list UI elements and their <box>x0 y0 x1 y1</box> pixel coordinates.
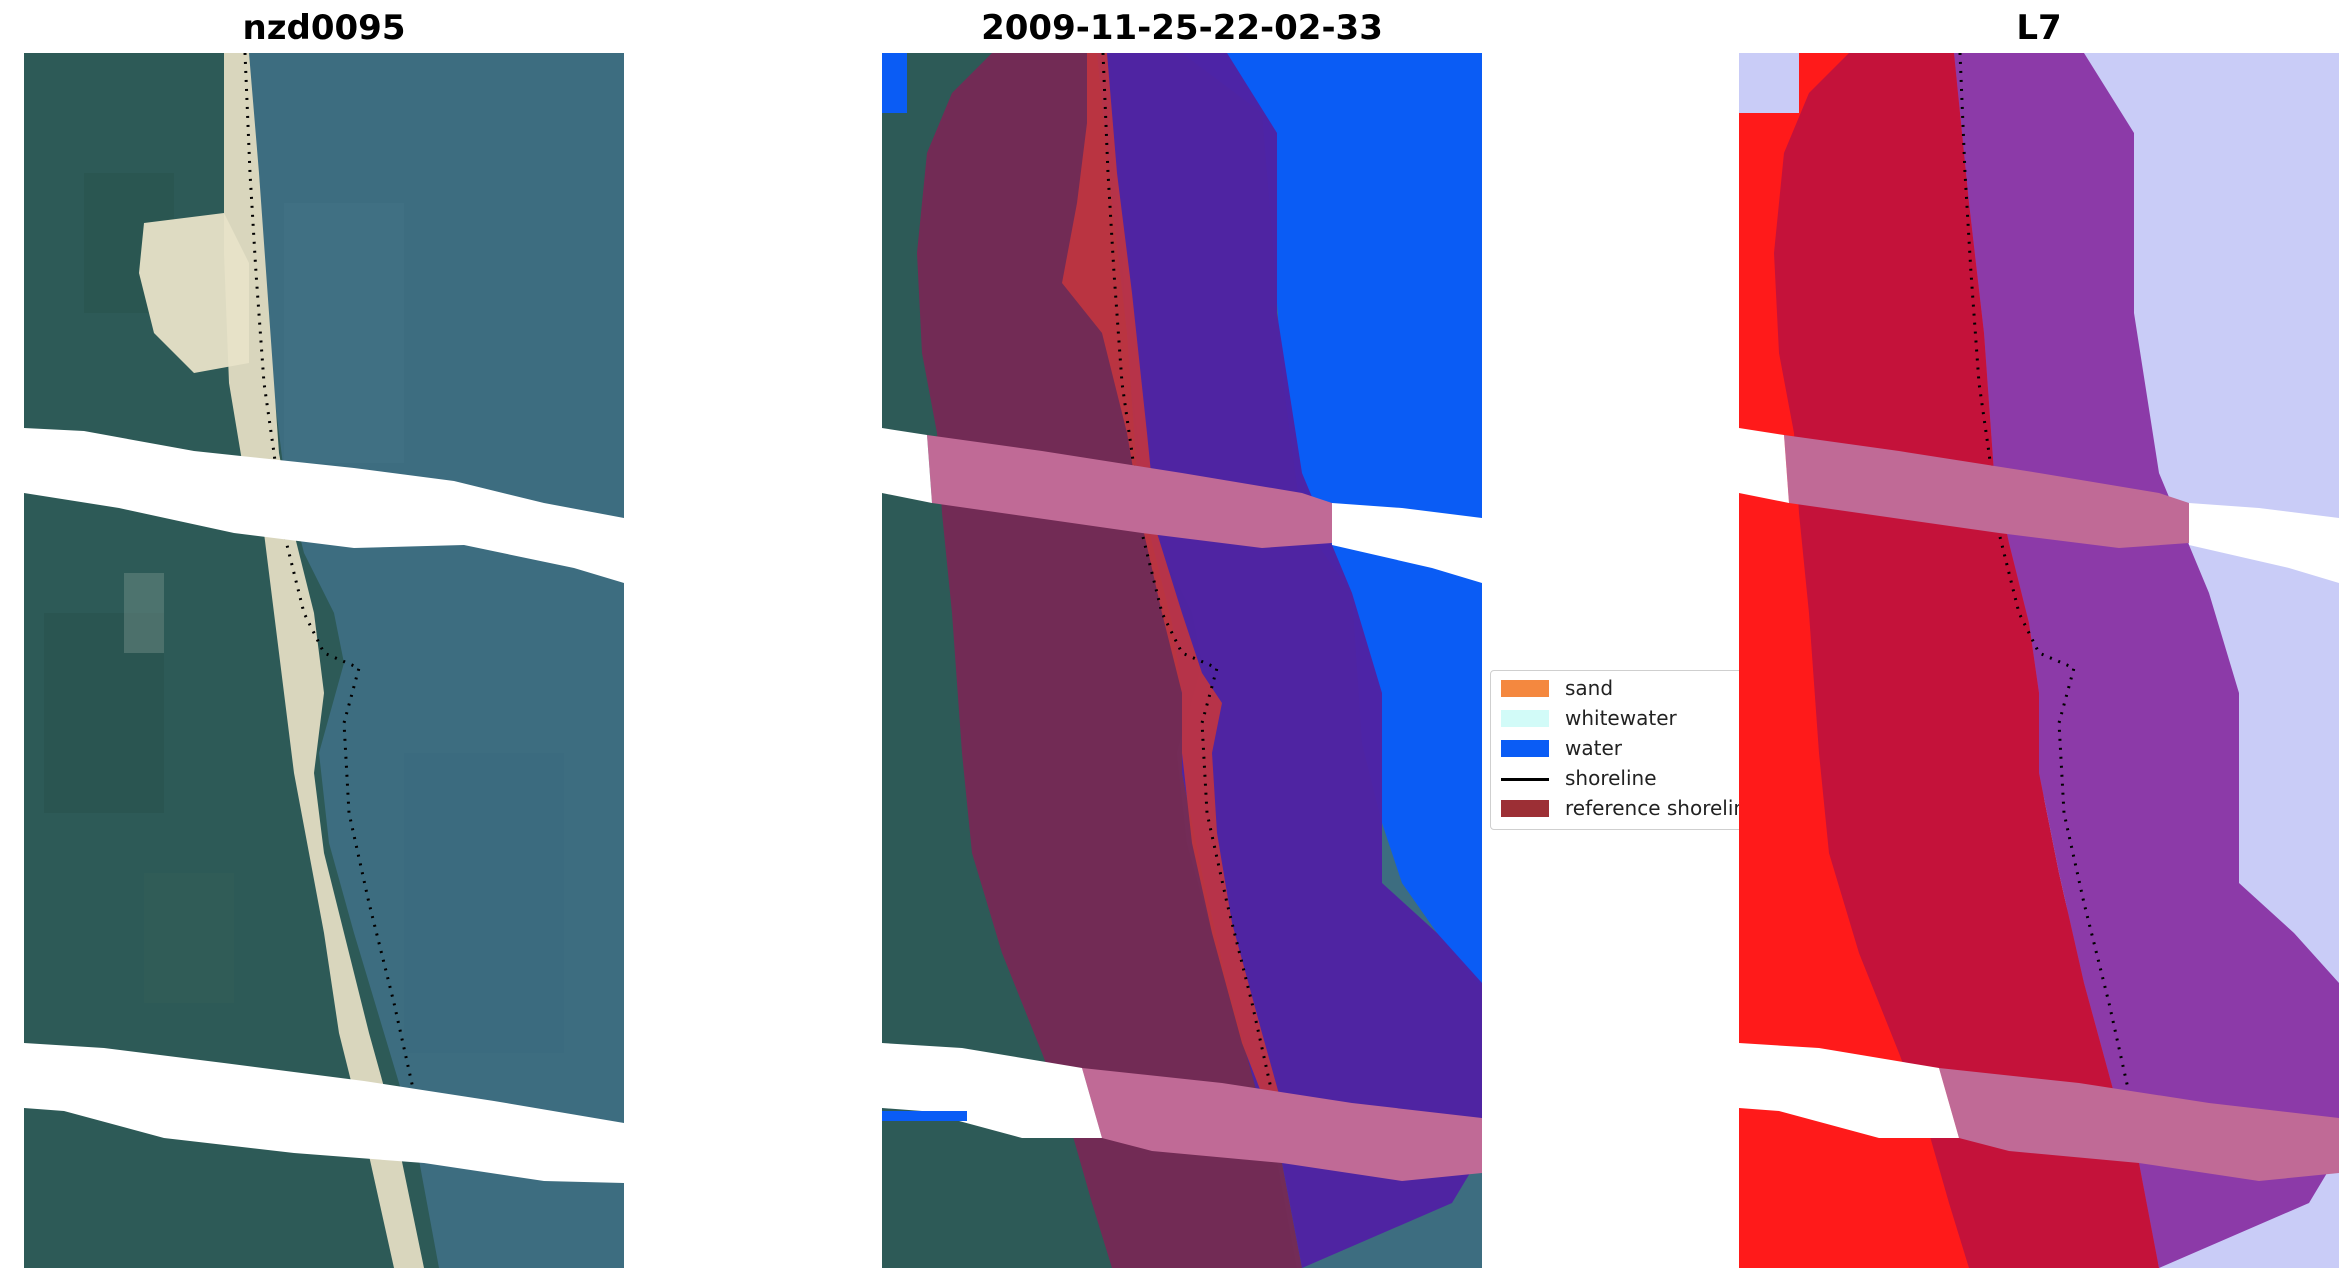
panel-title-3: L7 <box>2016 8 2062 48</box>
legend: sand whitewater water shoreline referenc… <box>1490 670 1760 830</box>
classification-panel <box>882 53 1482 1268</box>
nodata-stripe-2 <box>24 1043 624 1183</box>
buffer-land <box>917 53 1302 1268</box>
nodata-stripe-1 <box>24 428 624 583</box>
legend-label-whitewater: whitewater <box>1565 706 1677 730</box>
buffer-water <box>1097 53 1482 1268</box>
panel-title-2: 2009-11-25-22-02-33 <box>981 8 1383 48</box>
classified-water <box>882 53 1482 988</box>
l7-panel-clip <box>1739 53 2339 1268</box>
legend-label-sand: sand <box>1565 676 1614 700</box>
rgb-image-panel <box>24 53 624 1268</box>
whitewater-swatch <box>1501 710 1549 727</box>
water-swatch <box>1501 740 1549 757</box>
legend-label-shoreline: shoreline <box>1565 766 1657 790</box>
panel-title-1: nzd0095 <box>242 8 406 48</box>
legend-label-water: water <box>1565 736 1622 760</box>
classification-image <box>882 53 1482 1268</box>
shoreline-swatch <box>1501 778 1549 781</box>
sand-swatch <box>1501 680 1549 697</box>
beach-sand <box>224 53 424 1268</box>
buffer-stripe-2 <box>1082 1068 1482 1181</box>
rgb-image <box>24 53 624 1268</box>
legend-label-reference-shoreline: reference shoreline <box>1565 796 1759 820</box>
buffer-stripe-1 <box>927 435 1332 548</box>
reference-shoreline-swatch <box>1501 800 1549 817</box>
shoreline-line <box>243 53 436 1159</box>
